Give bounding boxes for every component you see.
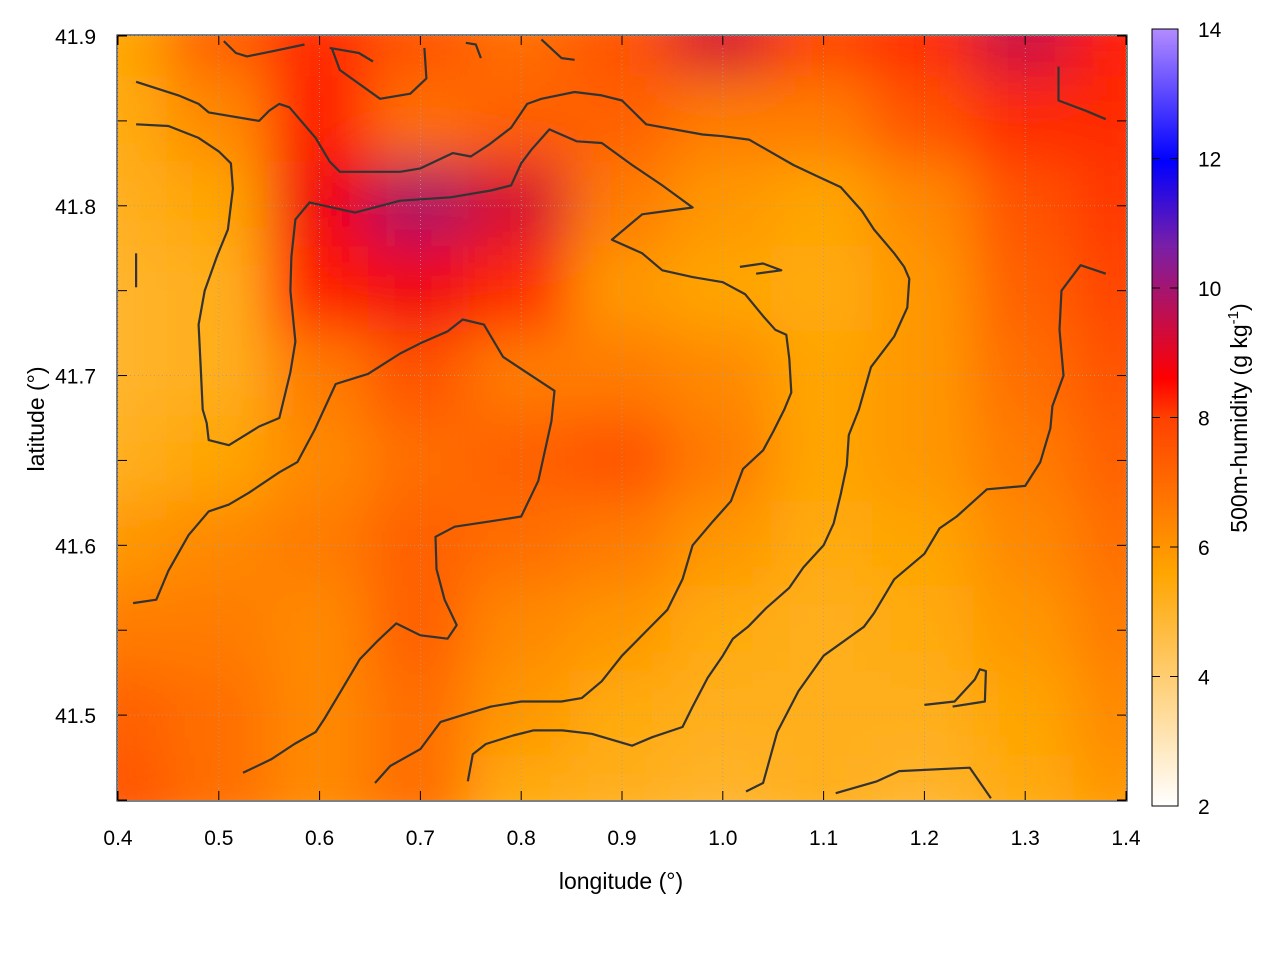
heatmap-cell bbox=[771, 246, 876, 336]
axis-ticks: 0.4 0.5 0.6 0.7 0.8 0.9 1.0 1.1 1.2 1.3 1.4 41.5 41.… bbox=[55, 26, 1141, 850]
x-tick-label: 1.2 bbox=[910, 827, 939, 850]
contour-line bbox=[924, 668, 987, 708]
x-axis-label: longitude (°) bbox=[559, 868, 683, 894]
heatmap-cell bbox=[368, 500, 473, 590]
heatmap-cell bbox=[118, 36, 171, 81]
x-tick-label: 0.4 bbox=[103, 827, 133, 850]
contour-line bbox=[132, 318, 556, 774]
x-tick-label: 0.8 bbox=[507, 827, 536, 850]
heatmap-cell bbox=[368, 246, 473, 336]
colorbar-label-superscript: -1 bbox=[1225, 311, 1242, 324]
heatmap-cell bbox=[569, 585, 675, 675]
contour-line bbox=[135, 80, 911, 782]
contour-line bbox=[329, 46, 374, 63]
colorbar-tick-label: 14 bbox=[1198, 19, 1222, 42]
y-tick-label: 41.8 bbox=[55, 196, 96, 219]
heatmap-cell bbox=[166, 585, 272, 675]
x-tick-label: 0.5 bbox=[204, 827, 233, 850]
heatmap-cell bbox=[267, 246, 372, 336]
contour-line bbox=[136, 123, 793, 784]
heatmap-cell bbox=[267, 585, 372, 675]
y-axis-label: latitude (°) bbox=[23, 366, 49, 471]
heatmap-cell bbox=[670, 585, 776, 675]
heatmap-cell bbox=[468, 246, 574, 336]
colorbar-tick-label: 2 bbox=[1198, 796, 1210, 819]
contour-line bbox=[223, 40, 305, 58]
heatmap-cell bbox=[1073, 755, 1126, 800]
heatmap-cell bbox=[569, 246, 675, 336]
heatmap-cells bbox=[118, 36, 1126, 800]
contour-line bbox=[540, 38, 575, 61]
x-tick-label: 1.1 bbox=[809, 827, 838, 850]
colorbar-tick-label: 6 bbox=[1198, 537, 1210, 560]
colorbar-tick-label: 10 bbox=[1198, 278, 1221, 301]
x-tick-label: 1.4 bbox=[1111, 827, 1141, 850]
heatmap-cell bbox=[972, 585, 1078, 675]
y-tick-label: 41.6 bbox=[55, 535, 96, 558]
contour-line bbox=[835, 766, 992, 799]
x-tick-label: 0.9 bbox=[607, 827, 636, 850]
heatmap-cell bbox=[118, 755, 171, 800]
heatmap-cell bbox=[368, 585, 473, 675]
colorbar-tick-label: 8 bbox=[1198, 408, 1210, 431]
heatmap-cell bbox=[872, 331, 977, 420]
colorbar-label-end: ) bbox=[1226, 303, 1252, 311]
heatmap-cell bbox=[872, 246, 977, 336]
heatmap-cell bbox=[872, 585, 977, 675]
x-tick-label: 1.0 bbox=[708, 827, 737, 850]
contour-line bbox=[330, 47, 428, 100]
x-tick-label: 0.6 bbox=[305, 827, 334, 850]
heatmap-cell bbox=[872, 500, 977, 590]
contour-line bbox=[465, 41, 482, 59]
heatmap-cell bbox=[166, 246, 272, 336]
contour-line bbox=[739, 262, 783, 275]
heatmap-cell bbox=[468, 585, 574, 675]
x-tick-label: 1.3 bbox=[1011, 827, 1040, 850]
x-tick-label: 0.7 bbox=[406, 827, 435, 850]
y-tick-label: 41.9 bbox=[55, 26, 96, 49]
heatmap-cell bbox=[368, 331, 473, 420]
contour-lines bbox=[132, 38, 1107, 799]
heatmap-cell bbox=[670, 246, 776, 336]
heatmap-field bbox=[118, 36, 1126, 800]
colorbar-tick-label: 4 bbox=[1198, 667, 1210, 690]
plot-frame bbox=[116, 34, 1128, 802]
colorbar-label: 500m-humidity (g kg-1) bbox=[1225, 303, 1252, 532]
colorbar-ticks: 2 4 6 8 10 12 14 bbox=[1152, 19, 1222, 819]
contour-line bbox=[1057, 66, 1107, 121]
colorbar-tick-label: 12 bbox=[1198, 149, 1221, 172]
y-tick-label: 41.5 bbox=[55, 705, 96, 728]
contour-line bbox=[745, 264, 1107, 793]
y-tick-label: 41.7 bbox=[55, 366, 96, 389]
heatmap-cell bbox=[1073, 36, 1126, 81]
